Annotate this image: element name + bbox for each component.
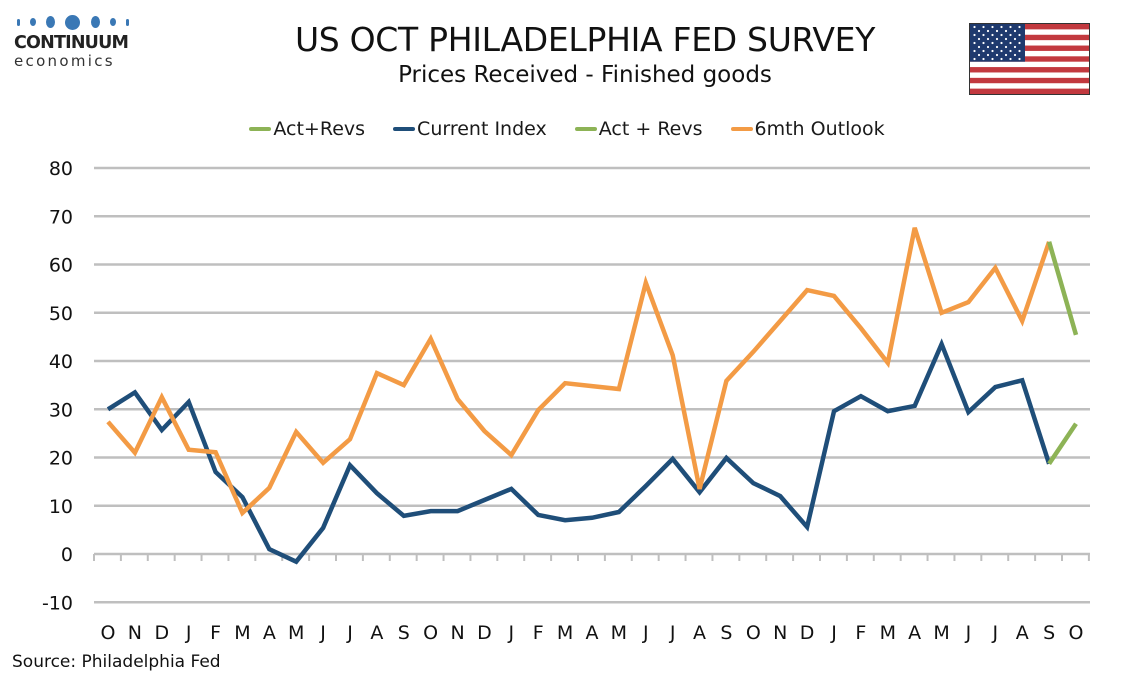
y-tick-label: 30 bbox=[49, 399, 73, 421]
legend-label: Act+Revs bbox=[273, 118, 366, 140]
x-tick-label: A bbox=[908, 622, 921, 644]
legend-item: Act + Revs bbox=[574, 118, 703, 140]
x-tick-label: F bbox=[855, 622, 866, 644]
x-tick-label: M bbox=[288, 622, 304, 644]
x-tick-label: A bbox=[693, 622, 706, 644]
legend-label: 6mth Outlook bbox=[754, 118, 885, 140]
x-tick-label: N bbox=[128, 622, 142, 644]
x-tick-label: J bbox=[319, 622, 326, 644]
y-tick-label: 10 bbox=[49, 496, 73, 518]
legend-item: Act+Revs bbox=[249, 118, 365, 140]
series-act-revs-outlook bbox=[1046, 241, 1079, 336]
series-act-revs bbox=[1047, 422, 1078, 466]
x-tick-label: J bbox=[965, 622, 972, 644]
y-tick-label: 40 bbox=[49, 351, 73, 373]
y-tick-label: 70 bbox=[49, 206, 73, 228]
x-tick-label: S bbox=[398, 622, 410, 644]
x-tick-label: A bbox=[263, 622, 276, 644]
series-6mth-outlook bbox=[106, 227, 1052, 517]
logo-subtext: economics bbox=[14, 52, 115, 70]
x-tick-label: M bbox=[880, 622, 896, 644]
y-tick-label: 50 bbox=[49, 303, 73, 325]
legend-swatch bbox=[574, 127, 597, 131]
legend-label: Current Index bbox=[417, 118, 547, 140]
y-tick-label: 0 bbox=[61, 544, 73, 566]
x-tick-label: J bbox=[346, 622, 353, 644]
series-line bbox=[1046, 241, 1079, 336]
x-tick-label: J bbox=[830, 622, 837, 644]
legend-label: Act + Revs bbox=[598, 118, 703, 140]
x-tick-label: S bbox=[720, 622, 732, 644]
x-tick-label: J bbox=[508, 622, 515, 644]
x-tick-label: S bbox=[1043, 622, 1055, 644]
legend-item: 6mth Outlook bbox=[730, 118, 885, 140]
us-flag-icon bbox=[969, 23, 1090, 95]
x-tick-label: O bbox=[746, 622, 761, 644]
legend-swatch bbox=[730, 127, 753, 131]
logo-dots-icon bbox=[17, 14, 129, 30]
x-tick-label: O bbox=[101, 622, 116, 644]
x-tick-label: N bbox=[450, 622, 464, 644]
legend-swatch bbox=[393, 127, 416, 131]
x-tick-label: M bbox=[557, 622, 573, 644]
x-tick-label: M bbox=[933, 622, 949, 644]
y-tick-label: 20 bbox=[49, 448, 73, 470]
x-tick-label: N bbox=[773, 622, 787, 644]
x-tick-label: O bbox=[1069, 622, 1084, 644]
x-tick-label: J bbox=[669, 622, 676, 644]
y-tick-label: 80 bbox=[49, 158, 73, 180]
x-tick-label: A bbox=[370, 622, 383, 644]
us-flag-graphic bbox=[970, 24, 1089, 94]
series-current-index bbox=[106, 338, 1052, 565]
series-line bbox=[106, 227, 1052, 517]
series-line bbox=[1047, 422, 1078, 466]
x-tick-label: F bbox=[533, 622, 544, 644]
chart-legend: Act+Revs Current Index Act + Revs 6mth Outl… bbox=[0, 118, 1134, 140]
y-tick-label: -10 bbox=[42, 592, 73, 614]
x-tick-label: D bbox=[477, 622, 492, 644]
x-tick-label: J bbox=[992, 622, 999, 644]
chart-subtitle: Prices Received - Finished goods bbox=[398, 62, 772, 88]
x-tick-label: D bbox=[800, 622, 815, 644]
x-tick-label: F bbox=[210, 622, 221, 644]
x-tick-label: A bbox=[586, 622, 599, 644]
continuum-economics-logo: CONTINUUM economics bbox=[14, 14, 134, 69]
series-line bbox=[106, 338, 1052, 565]
chart-title: US OCT PHILADELPHIA FED SURVEY bbox=[294, 20, 876, 59]
logo-wordmark: CONTINUUM bbox=[14, 33, 129, 53]
x-tick-label: J bbox=[185, 622, 192, 644]
x-tick-label: A bbox=[1016, 622, 1029, 644]
y-tick-label: 60 bbox=[49, 255, 73, 277]
source-note: Source: Philadelphia Fed bbox=[12, 652, 221, 672]
legend-swatch bbox=[249, 127, 272, 131]
legend-item: Current Index bbox=[393, 118, 547, 140]
x-tick-label: O bbox=[423, 622, 438, 644]
x-tick-label: M bbox=[234, 622, 250, 644]
x-tick-label: D bbox=[154, 622, 169, 644]
x-tick-label: M bbox=[611, 622, 627, 644]
x-tick-label: J bbox=[642, 622, 649, 644]
